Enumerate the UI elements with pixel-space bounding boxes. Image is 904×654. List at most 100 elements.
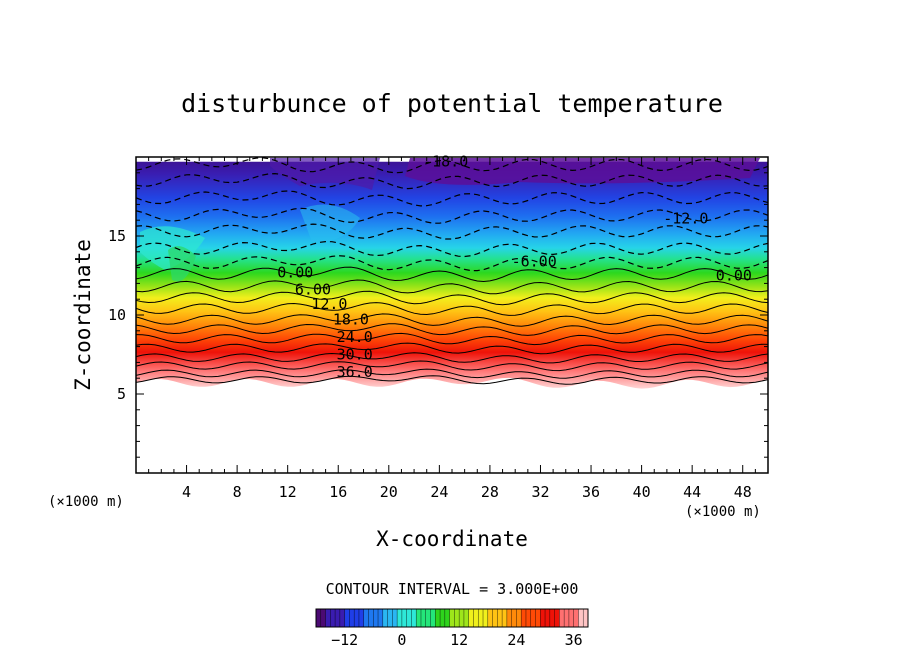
colorbar-cell — [535, 609, 541, 627]
contour-label: 0.00 — [277, 263, 313, 281]
colorbar-cell — [449, 609, 455, 627]
blob-green-left — [168, 246, 196, 282]
colorbar-cell — [411, 609, 417, 627]
colorbar-cell — [368, 609, 374, 627]
colorbar-tick-label: 24 — [507, 631, 525, 649]
colorbar-cell — [502, 609, 508, 627]
contour-label: -18.0 — [423, 153, 468, 171]
colorbar-cell — [568, 609, 575, 627]
colorbar-cell — [459, 609, 465, 627]
colorbar-cell — [406, 609, 412, 627]
contour-label: 30.0 — [337, 346, 373, 364]
x-axis-label: X-coordinate — [376, 527, 528, 551]
x-tick-label: 24 — [430, 483, 448, 501]
colorbar-cell — [358, 609, 365, 627]
colorbar-cell — [483, 609, 489, 627]
colorbar-cell — [392, 609, 398, 627]
colorbar-cell — [573, 609, 579, 627]
contour-line-solid — [136, 360, 768, 372]
colorbar-cell — [425, 609, 431, 627]
x-unit-label: (×1000 m) — [685, 504, 761, 520]
plot-area — [136, 157, 768, 389]
x-axis-ticks: 4 8 12 16 20 24 28 32 36 40 44 48 — [148, 157, 756, 501]
contour-line-solid — [136, 332, 768, 346]
colorbar-cell — [330, 609, 336, 627]
contour-line-dashed — [136, 172, 768, 190]
colorbar-cell — [344, 609, 350, 627]
colorbar-cell — [454, 609, 460, 627]
x-tick-label: 4 — [182, 483, 191, 501]
contour-interval-text: CONTOUR INTERVAL = 3.000E+00 — [326, 580, 579, 598]
y-axis-ticks: 5 10 15 — [108, 172, 768, 458]
z-unit-label: (×1000 m) — [48, 494, 124, 510]
contour-line-solid — [136, 352, 768, 364]
colorbar-cell — [564, 609, 570, 627]
contour-label: -6.00 — [512, 252, 557, 270]
contour-line-solid — [136, 368, 768, 379]
contour-line-solid — [136, 266, 768, 283]
y-tick-label: 10 — [108, 306, 126, 324]
contour-line-dashed — [136, 223, 768, 240]
colorbar-cell — [473, 609, 479, 627]
colorbar-cell — [540, 609, 546, 627]
contour-line-solid — [136, 279, 768, 295]
colorbar-cell — [559, 609, 565, 627]
colorbar-cell — [545, 609, 551, 627]
colorbar-cell — [316, 609, 322, 627]
colorbar-cell — [335, 609, 341, 627]
y-tick-label: 15 — [108, 227, 126, 245]
contour-line-dashed — [136, 157, 768, 174]
contour-lines — [136, 157, 768, 385]
colorbar-cell — [440, 609, 446, 627]
colorbar-cell — [416, 609, 422, 627]
colorbar-cell — [463, 609, 470, 627]
colorbar-cell — [468, 609, 474, 627]
colorbar-cell — [492, 609, 498, 627]
x-tick-label: 40 — [633, 483, 651, 501]
x-tick-label: 16 — [329, 483, 347, 501]
colorbar-cell — [420, 609, 427, 627]
colorbar-cell — [583, 609, 589, 627]
contour-label: 12.0 — [311, 295, 347, 313]
contour-line-solid — [136, 302, 768, 316]
x-tick-label: 8 — [233, 483, 242, 501]
colorbar-cell — [325, 609, 331, 627]
contour-label: 36.0 — [337, 363, 373, 381]
colorbar-cell — [401, 609, 408, 627]
contour-labels: -18.0-12.0-6.000.00 0.006.0012.018.024.03… — [277, 153, 752, 381]
x-tick-label: 12 — [279, 483, 297, 501]
colorbar-cell — [444, 609, 451, 627]
colorbar-cell — [497, 609, 503, 627]
colorbar-cell — [430, 609, 436, 627]
colorbar-cell — [397, 609, 403, 627]
colorbar — [315, 609, 589, 627]
contour-line-solid — [136, 313, 768, 327]
colorbar-tick-label: 36 — [565, 631, 583, 649]
colorbar-cell — [549, 609, 555, 627]
colorbar-cell — [363, 609, 369, 627]
chart-title: disturbunce of potential temperature — [181, 89, 723, 118]
colorbar-cell — [554, 609, 560, 627]
colorbar-cell — [521, 609, 527, 627]
colorbar-cell — [435, 609, 441, 627]
colorbar-cell — [506, 609, 513, 627]
colorbar-cell — [530, 609, 536, 627]
colorbar-frame — [315, 608, 589, 628]
contour-line-dashed — [136, 240, 768, 258]
x-tick-label: 36 — [582, 483, 600, 501]
x-tick-label: 32 — [531, 483, 549, 501]
colorbar-tick-label: 0 — [397, 631, 406, 649]
contour-label: -12.0 — [663, 210, 708, 228]
colorbar-ticks: −12 0 12 24 36 — [331, 631, 583, 649]
colorbar-cell — [382, 609, 388, 627]
colorbar-cell — [387, 609, 393, 627]
colorbar-cell — [516, 609, 522, 627]
colorbar-cell — [378, 609, 384, 627]
colorbar-cell — [354, 609, 360, 627]
colorbar-cell — [478, 609, 484, 627]
colorbar-cell — [525, 609, 532, 627]
x-tick-label: 44 — [683, 483, 701, 501]
contour-line-dashed — [136, 207, 768, 224]
y-axis-label: Z-coordinate — [71, 239, 95, 391]
